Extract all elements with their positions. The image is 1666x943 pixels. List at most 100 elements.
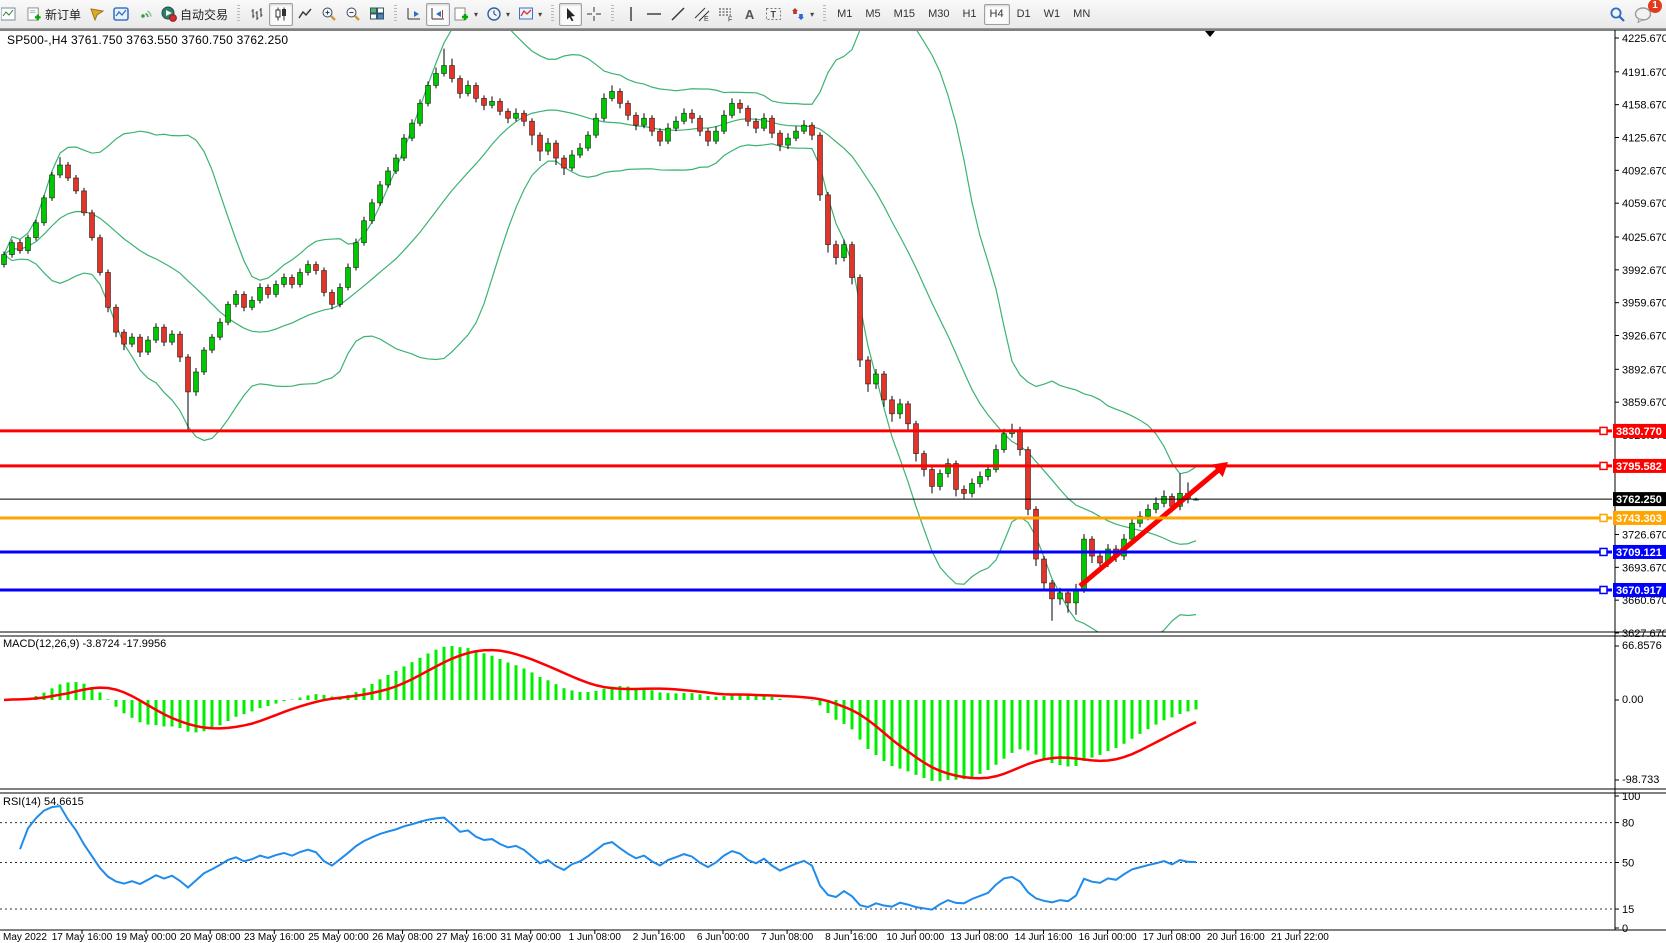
- crosshair-button[interactable]: [582, 3, 606, 26]
- main-chart-area[interactable]: [1, 4, 1229, 641]
- dropdown-caret-icon[interactable]: ▾: [506, 9, 511, 19]
- rsi-axis-label: 0: [1622, 923, 1628, 935]
- price-badge[interactable]: [1613, 423, 1666, 438]
- candlestick-chart-button[interactable]: [269, 2, 294, 26]
- level-marker[interactable]: [1599, 426, 1608, 436]
- search-button[interactable]: [1605, 3, 1630, 26]
- new-chart-button[interactable]: ▾: [450, 3, 482, 26]
- time-tick-label: 19 May 00:00: [116, 932, 177, 943]
- bull-candle: [217, 321, 223, 338]
- bear-candle: [1089, 538, 1095, 557]
- bull-candle: [233, 293, 239, 305]
- trendline-button[interactable]: [666, 3, 690, 26]
- price-badge[interactable]: [1613, 510, 1666, 525]
- alerts-button[interactable]: [85, 3, 109, 26]
- new-order-icon: [27, 6, 41, 21]
- timeframe-button-d1[interactable]: D1: [1016, 8, 1031, 20]
- chat-bubble-icon: [1634, 6, 1652, 23]
- bull-candle: [761, 117, 767, 129]
- chat-button[interactable]: 1: [1630, 0, 1662, 26]
- time-tick-label: 26 May 08:00: [372, 932, 433, 943]
- bear-candle: [537, 134, 543, 152]
- timeframe-button-m30[interactable]: M30: [928, 8, 950, 20]
- text-label-icon: T: [766, 8, 782, 20]
- market-watch-button[interactable]: [109, 3, 133, 26]
- bull-candle: [1145, 508, 1151, 517]
- timeframe-button-h1[interactable]: H1: [962, 8, 977, 20]
- timeframe-button-m15[interactable]: M15: [893, 8, 916, 20]
- toolbar-group-grip[interactable]: [551, 5, 555, 23]
- fibonacci-button[interactable]: F: [714, 3, 738, 26]
- line-chart-icon: [298, 8, 312, 19]
- chart-shift-marker[interactable]: [1205, 31, 1215, 37]
- price-tick-label: 3926.670: [1622, 331, 1666, 343]
- signals-button[interactable]: [133, 3, 157, 26]
- bull-candle: [801, 124, 807, 132]
- timeframe-button-w1[interactable]: W1: [1043, 8, 1061, 20]
- bull-candle: [841, 244, 847, 258]
- toolbar-group-grip[interactable]: [611, 5, 615, 23]
- arrows-button[interactable]: ▾: [786, 3, 818, 26]
- timeframe-button-m5[interactable]: M5: [865, 8, 881, 20]
- tile-windows-button[interactable]: [365, 3, 389, 26]
- auto-scroll-icon: [407, 8, 421, 20]
- bar-chart-button[interactable]: [245, 3, 269, 26]
- notification-badge[interactable]: 1: [1648, 0, 1662, 13]
- timeframe-button-h4[interactable]: H4: [983, 3, 1010, 25]
- trend-arrow-line[interactable]: [1078, 466, 1222, 588]
- timeframe-button-mn[interactable]: MN: [1073, 8, 1091, 20]
- timeframe-button-m1[interactable]: M1: [837, 8, 853, 20]
- dropdown-caret-icon[interactable]: ▾: [474, 9, 479, 19]
- bull-candle: [465, 85, 471, 94]
- chart-shift-button[interactable]: [426, 2, 451, 26]
- dropdown-caret-icon[interactable]: ▾: [538, 9, 543, 19]
- level-marker[interactable]: [1599, 585, 1608, 595]
- level-marker[interactable]: [1599, 461, 1608, 471]
- level-marker[interactable]: [1599, 547, 1608, 557]
- macd-indicator-label: MACD(12,26,9) -3.8724 -17.9956: [3, 638, 167, 650]
- toolbar-group-grip[interactable]: [823, 5, 827, 23]
- gold-pointer-icon: [90, 8, 105, 22]
- text-label-button[interactable]: T: [761, 3, 786, 26]
- zoom-out-button[interactable]: [341, 3, 365, 26]
- zoom-in-button[interactable]: [317, 3, 341, 26]
- horizontal-line-button[interactable]: [642, 3, 666, 26]
- bear-candle: [1033, 508, 1039, 560]
- toolbar-group-grip[interactable]: [394, 5, 398, 23]
- toolbar-group-grip[interactable]: [237, 5, 241, 23]
- vertical-line-button[interactable]: [619, 3, 642, 26]
- cursor-button[interactable]: [559, 2, 583, 26]
- price-badge[interactable]: [1613, 582, 1666, 597]
- text-button[interactable]: A: [738, 3, 761, 26]
- bull-candle: [257, 287, 263, 301]
- bull-candle: [785, 137, 791, 146]
- periods-button[interactable]: ▾: [482, 3, 514, 26]
- bull-candle: [145, 339, 151, 353]
- bull-candle: [1001, 433, 1007, 450]
- price-badge[interactable]: [1613, 492, 1666, 507]
- level-marker[interactable]: [1599, 513, 1608, 523]
- bear-candle: [449, 65, 455, 79]
- bear-candle: [105, 272, 111, 308]
- auto-scroll-button[interactable]: [402, 3, 426, 26]
- clock-icon: [487, 7, 501, 21]
- equidistant-channel-button[interactable]: E: [690, 3, 714, 26]
- clipped-toolbar-icon[interactable]: [0, 3, 23, 26]
- bear-candle: [697, 117, 703, 132]
- line-chart-button[interactable]: [293, 3, 317, 26]
- price-tick-label: 4059.670: [1622, 198, 1666, 210]
- time-tick-label: 16 Jun 00:00: [1079, 932, 1137, 943]
- autotrading-button[interactable]: 自动交易: [157, 3, 232, 26]
- time-tick-label: 13 Jun 08:00: [950, 932, 1008, 943]
- bear-candle: [1025, 449, 1031, 510]
- new-order-button[interactable]: 新订单: [23, 3, 85, 26]
- price-badge-label: 3670.917: [1616, 585, 1662, 597]
- price-badge[interactable]: [1613, 458, 1666, 473]
- templates-button[interactable]: ▾: [514, 3, 546, 26]
- price-badge[interactable]: [1613, 544, 1666, 559]
- price-badge-label: 3830.770: [1616, 426, 1662, 438]
- price-tick-label: 4158.670: [1622, 100, 1666, 112]
- dropdown-caret-icon[interactable]: ▾: [810, 9, 815, 19]
- bear-candle: [1097, 555, 1103, 564]
